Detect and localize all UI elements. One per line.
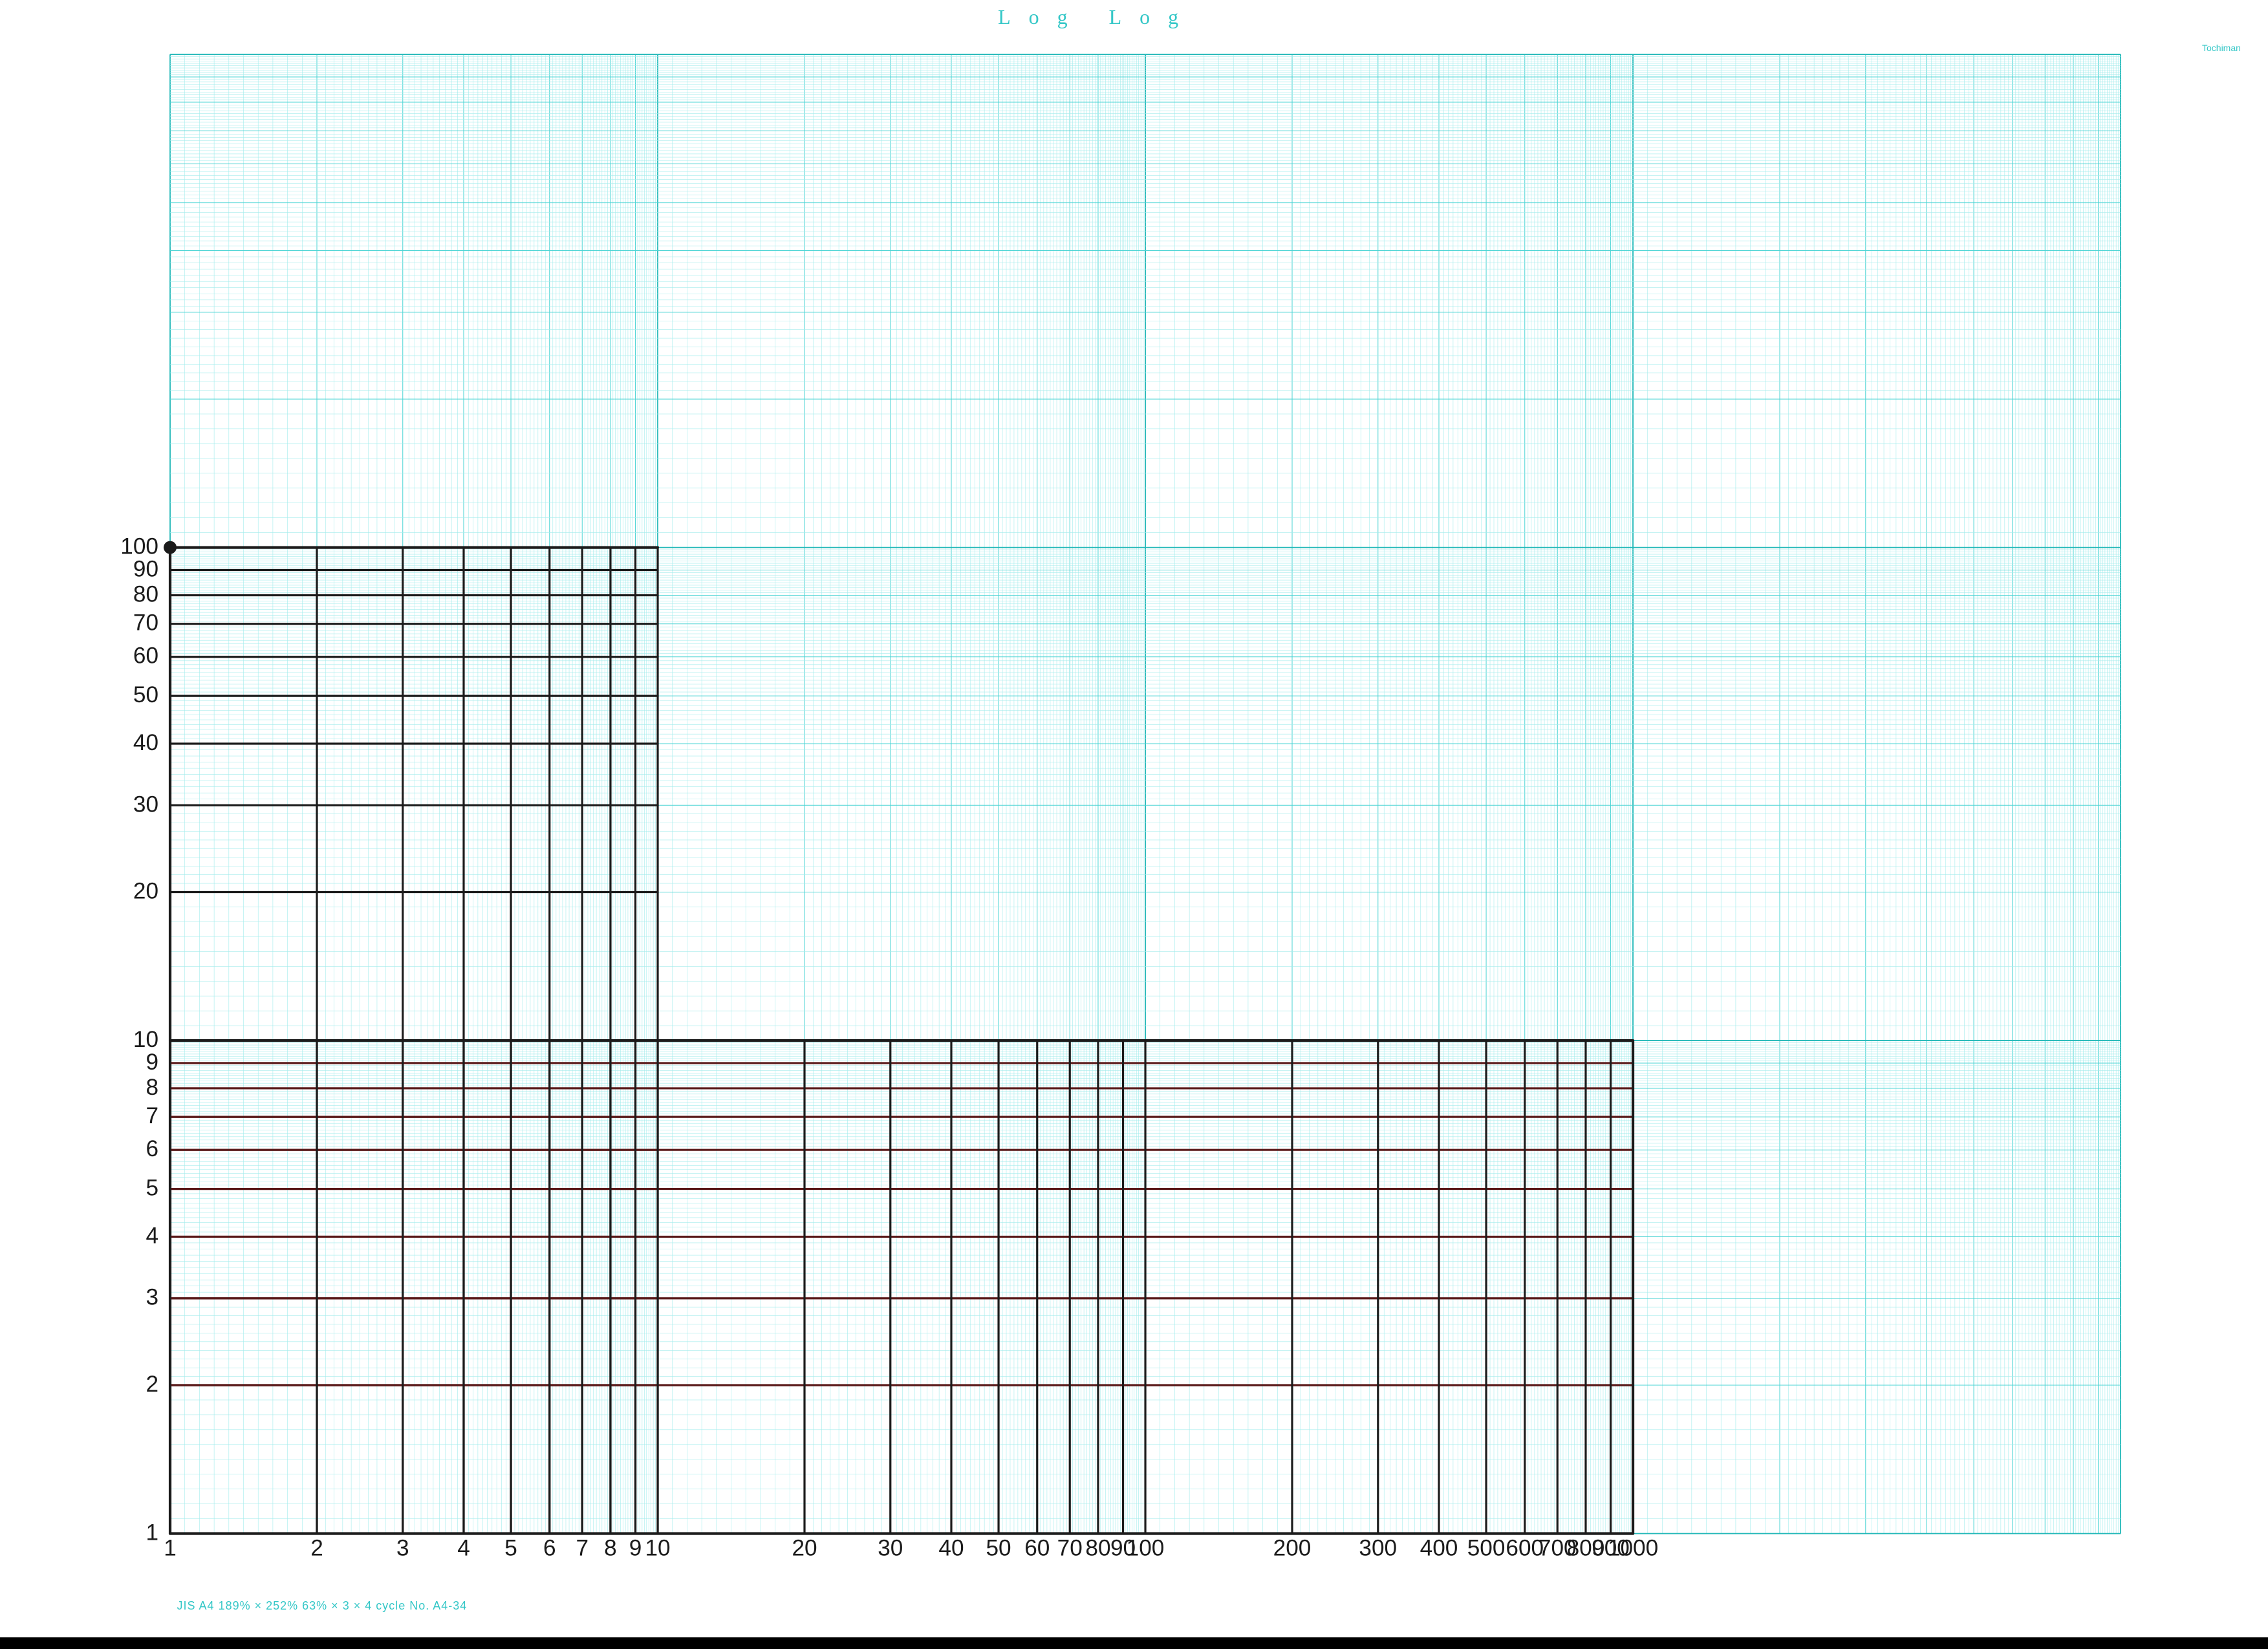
svg-text:1: 1 bbox=[146, 1520, 158, 1546]
svg-text:4: 4 bbox=[457, 1536, 470, 1561]
svg-text:2: 2 bbox=[310, 1536, 323, 1561]
svg-text:60: 60 bbox=[1024, 1536, 1050, 1561]
svg-text:10: 10 bbox=[645, 1536, 670, 1561]
svg-text:9: 9 bbox=[629, 1536, 642, 1561]
brand-label: Tochiman bbox=[2202, 43, 2241, 53]
svg-text:1000: 1000 bbox=[1608, 1536, 1658, 1561]
svg-text:40: 40 bbox=[133, 730, 158, 755]
svg-text:7: 7 bbox=[576, 1536, 589, 1561]
svg-text:5: 5 bbox=[146, 1176, 158, 1201]
svg-text:50: 50 bbox=[133, 682, 158, 707]
page-title: Log Log bbox=[998, 5, 1196, 29]
svg-text:10: 10 bbox=[133, 1027, 158, 1052]
svg-text:300: 300 bbox=[1359, 1536, 1397, 1561]
svg-text:30: 30 bbox=[878, 1536, 903, 1561]
log-log-graph-paper: Log Log Tochiman 12345678910203040506070… bbox=[0, 0, 2268, 1649]
svg-text:8: 8 bbox=[146, 1075, 158, 1100]
svg-text:500: 500 bbox=[1467, 1536, 1506, 1561]
svg-text:70: 70 bbox=[1057, 1536, 1083, 1561]
hand-drawn-grid bbox=[164, 541, 1633, 1534]
svg-text:7: 7 bbox=[146, 1103, 158, 1128]
svg-text:8: 8 bbox=[604, 1536, 617, 1561]
svg-text:6: 6 bbox=[146, 1136, 158, 1161]
svg-text:200: 200 bbox=[1273, 1536, 1312, 1561]
svg-text:6: 6 bbox=[543, 1536, 556, 1561]
svg-text:20: 20 bbox=[792, 1536, 817, 1561]
footer-spec: JIS A4 189% × 252% 63% × 3 × 4 cycle No.… bbox=[177, 1599, 468, 1613]
svg-text:1: 1 bbox=[164, 1536, 177, 1561]
svg-text:4: 4 bbox=[146, 1223, 158, 1248]
svg-text:30: 30 bbox=[133, 792, 158, 817]
svg-text:3: 3 bbox=[396, 1536, 409, 1561]
svg-text:60: 60 bbox=[133, 643, 158, 669]
svg-text:80: 80 bbox=[133, 581, 158, 607]
svg-text:70: 70 bbox=[133, 610, 158, 636]
svg-text:100: 100 bbox=[120, 534, 158, 559]
svg-text:90: 90 bbox=[133, 556, 158, 581]
graph-canvas: 1234567891020304050607080901002003004005… bbox=[0, 0, 2268, 1649]
svg-text:400: 400 bbox=[1420, 1536, 1458, 1561]
svg-text:9: 9 bbox=[146, 1050, 158, 1075]
svg-text:40: 40 bbox=[938, 1536, 964, 1561]
svg-text:80: 80 bbox=[1085, 1536, 1110, 1561]
svg-text:5: 5 bbox=[504, 1536, 517, 1561]
svg-text:2: 2 bbox=[146, 1372, 158, 1397]
svg-text:3: 3 bbox=[146, 1285, 158, 1310]
svg-text:50: 50 bbox=[986, 1536, 1011, 1561]
svg-text:100: 100 bbox=[1127, 1536, 1165, 1561]
svg-text:20: 20 bbox=[133, 879, 158, 904]
